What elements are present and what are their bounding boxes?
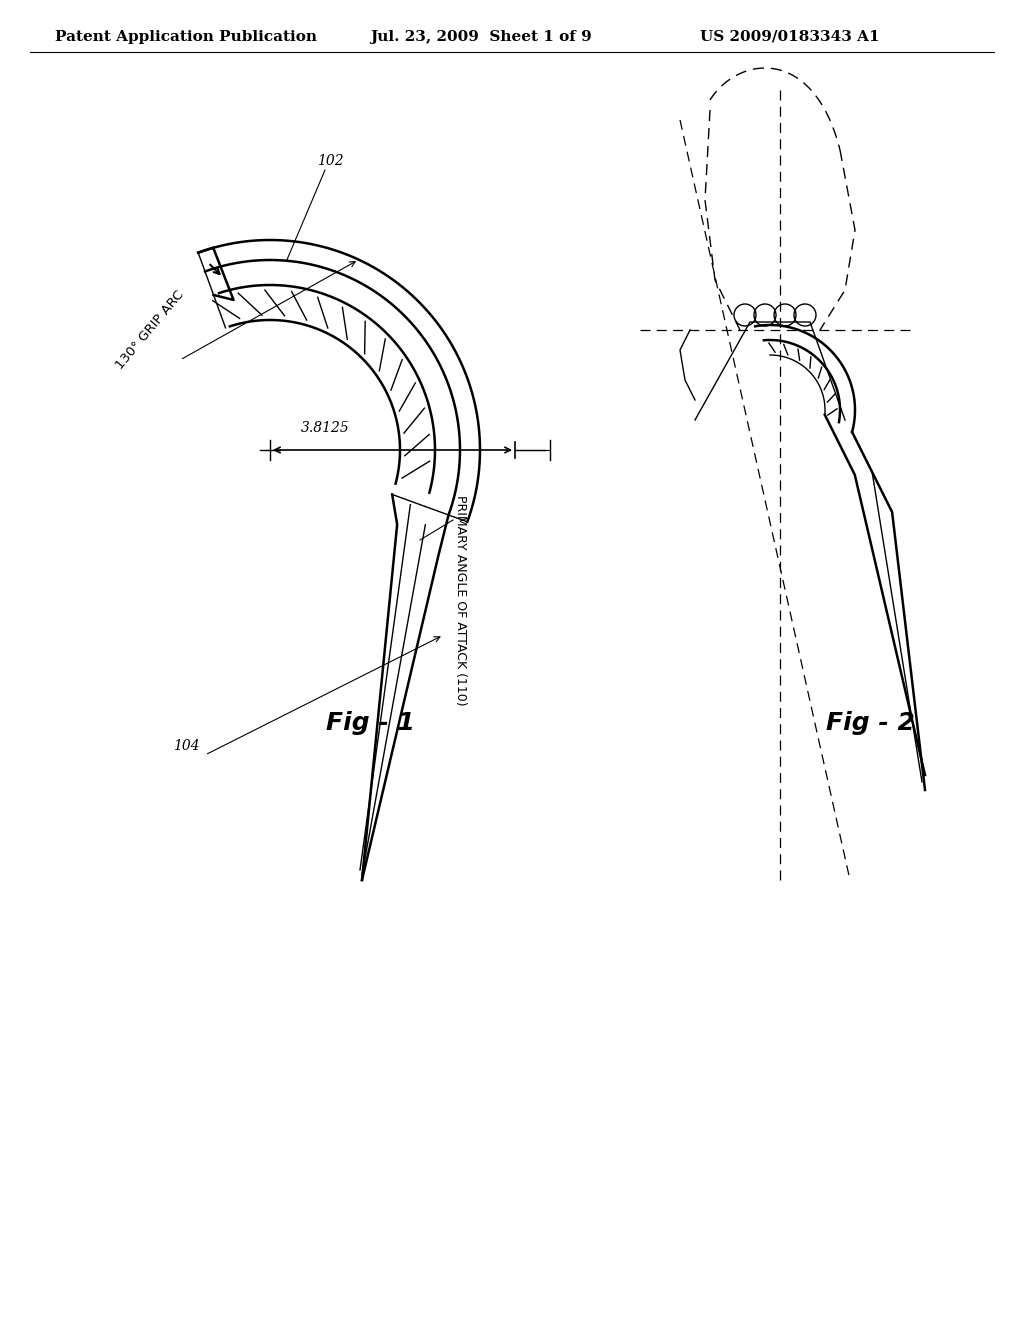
Text: Fig - 1: Fig - 1 [326, 711, 415, 735]
Text: US 2009/0183343 A1: US 2009/0183343 A1 [700, 30, 880, 44]
Text: Patent Application Publication: Patent Application Publication [55, 30, 317, 44]
Text: PRIMARY ANGLE OF ATTACK (110): PRIMARY ANGLE OF ATTACK (110) [454, 495, 467, 705]
Text: 3.8125: 3.8125 [301, 421, 349, 436]
Text: 130° GRIP ARC: 130° GRIP ARC [114, 288, 186, 372]
Text: 102: 102 [316, 154, 343, 168]
Text: Fig - 2: Fig - 2 [825, 711, 914, 735]
Text: 104: 104 [173, 739, 200, 752]
Text: Jul. 23, 2009  Sheet 1 of 9: Jul. 23, 2009 Sheet 1 of 9 [370, 30, 592, 44]
